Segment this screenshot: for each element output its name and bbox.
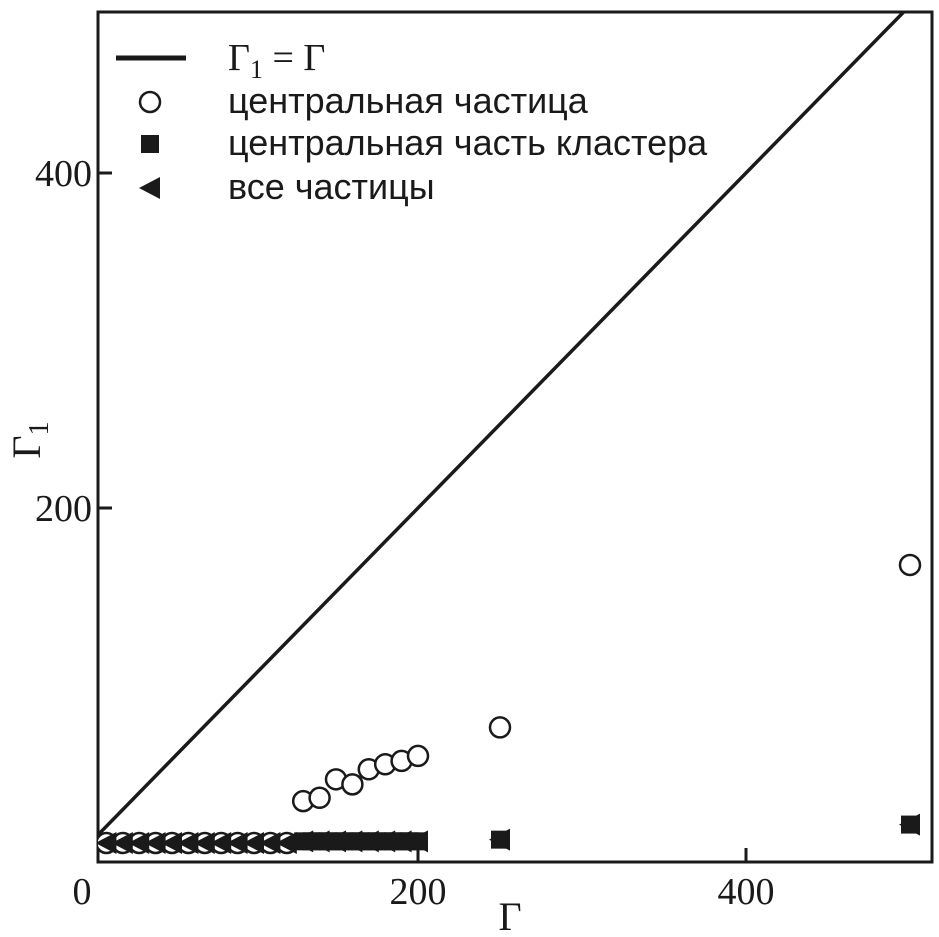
plot-frame bbox=[96, 10, 934, 864]
legend-rest: = Γ bbox=[263, 37, 325, 79]
filled-triangle-marker bbox=[899, 813, 920, 836]
filled-triangle-marker bbox=[243, 832, 264, 854]
filled-triangle-marker bbox=[357, 830, 379, 853]
filled-triangle-marker bbox=[341, 830, 363, 853]
open-circle-marker bbox=[898, 553, 922, 577]
filled-triangle-marker bbox=[292, 830, 314, 853]
filled-triangle-marker bbox=[390, 830, 412, 853]
filled-triangle-marker bbox=[193, 832, 215, 854]
filled-triangle-marker bbox=[139, 177, 160, 199]
series-open-circle bbox=[98, 553, 922, 855]
filled-triangle-marker bbox=[275, 832, 297, 854]
legend-label: все частицы bbox=[228, 166, 435, 207]
x-tick-label: 0 bbox=[73, 871, 92, 913]
filled-triangle-marker bbox=[111, 832, 133, 854]
filled-triangle-marker bbox=[128, 832, 150, 854]
open-circle-marker bbox=[488, 716, 512, 739]
filled-triangle-marker bbox=[177, 832, 199, 854]
open-circle-marker bbox=[406, 744, 430, 768]
filled-triangle-marker bbox=[226, 832, 248, 854]
x-tick-label: 400 bbox=[718, 871, 775, 913]
legend-subscript: 1 bbox=[250, 55, 263, 84]
filled-triangle-marker bbox=[161, 832, 182, 854]
filled-square-marker bbox=[141, 135, 159, 153]
y-axis-title: Γ1 bbox=[4, 421, 55, 458]
legend-label: центральная часть кластера bbox=[228, 122, 708, 163]
y-tick-label: 400 bbox=[35, 153, 92, 195]
filled-triangle-marker bbox=[144, 832, 166, 854]
filled-triangle-marker bbox=[407, 830, 428, 853]
series-filled-left-triangle bbox=[98, 813, 920, 854]
open-circle-marker bbox=[308, 786, 331, 810]
open-circle-marker bbox=[138, 90, 162, 114]
y-tick-label: 200 bbox=[35, 488, 92, 530]
filled-triangle-marker bbox=[325, 830, 346, 853]
filled-triangle-marker bbox=[374, 830, 396, 853]
legend-gamma: Γ bbox=[228, 37, 250, 79]
filled-triangle-marker bbox=[259, 832, 281, 854]
filled-triangle-marker bbox=[489, 828, 510, 851]
open-circle-marker bbox=[341, 773, 364, 796]
series-layer bbox=[98, 12, 922, 855]
series-line bbox=[98, 12, 907, 838]
y-axis-title-subscript: 1 bbox=[24, 421, 55, 435]
legend-label-line: Γ1 = Γ bbox=[228, 37, 325, 84]
x-tick-label: 200 bbox=[390, 871, 447, 913]
filled-triangle-marker bbox=[98, 832, 117, 854]
legend-label: центральная частица bbox=[228, 80, 589, 121]
axes: 0 200 400 200 400 bbox=[35, 10, 934, 913]
filled-triangle-marker bbox=[210, 832, 232, 854]
y-axis-title-symbol: Γ bbox=[4, 435, 49, 458]
x-axis-title: Γ bbox=[498, 894, 521, 937]
identity-line bbox=[98, 12, 907, 838]
filled-triangle-marker bbox=[308, 830, 330, 853]
